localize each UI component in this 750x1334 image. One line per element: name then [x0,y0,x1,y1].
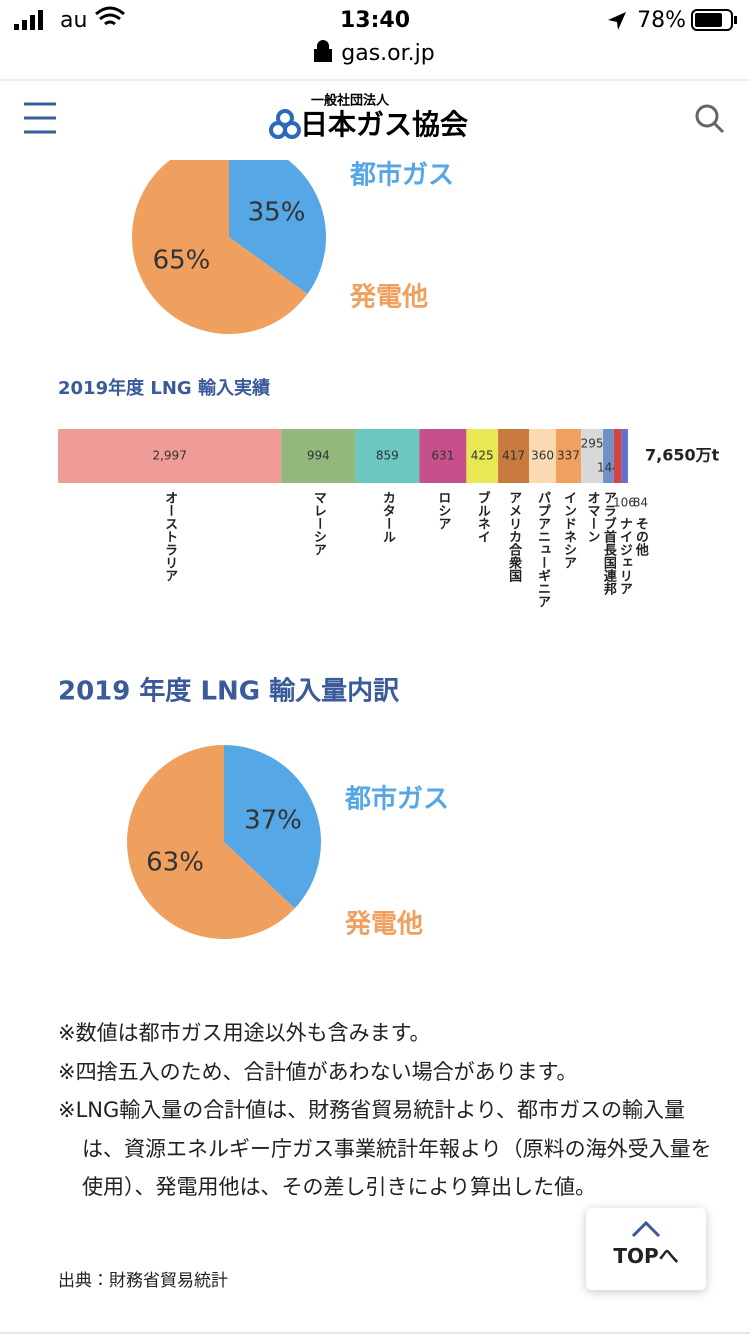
bar-value-label: 295 [581,437,604,451]
total-label: 7,650万t [645,446,720,465]
logo-subtitle: 一般社団法人 [311,93,390,109]
category-label: インドネシア [561,491,577,569]
bar-segment [613,429,622,483]
bar-segment [281,429,356,483]
wifi-icon [95,6,125,26]
category-label: アラブ首長国連邦 [601,491,617,596]
note: ※数値は都市ガス用途以外も含みます。 [58,1021,431,1045]
pie-slice [131,140,308,335]
bar-segment [419,429,467,483]
legend-label: 都市ガス [344,784,449,815]
clock: 13:40 [340,8,410,33]
bar-value-label: 631 [431,449,454,463]
logo[interactable]: 一般社団法人 日本ガス協会 [269,93,468,142]
bar-segment [529,429,556,483]
top-button-label: TOPへ [613,1244,679,1268]
pie-slice [224,745,321,909]
category-label: ブルネイ [475,490,491,543]
battery-level: 78% [637,8,686,33]
chevron-up [631,1220,661,1238]
bar-segment [603,429,614,483]
bar-segment [555,429,582,483]
category-label: その他 [633,517,650,557]
bar-value-label: 2,997 [152,449,186,463]
pie-value-label: 63% [146,848,204,878]
legend-label: 発電他 [344,910,423,940]
carrier: au [60,8,87,33]
notes: ※数値は都市ガス用途以外も含みます。 ※四捨五入のため、合計値があわない場合があり… [58,1014,718,1207]
bar-value-label: 417 [502,449,525,463]
bar-value-label: 859 [376,449,399,463]
bar-value-label: 360 [531,449,554,463]
pie-value-label: 37% [244,805,302,835]
location-icon [608,12,626,30]
category-label: オマーン [585,491,601,543]
search-button[interactable] [695,104,725,134]
bar-value-label: 337 [557,449,580,463]
bar-segment [581,429,604,483]
url: gas.or.jp [341,41,434,66]
pie-slice [126,745,295,940]
category-label: ロシア [435,491,450,530]
legend-label: 都市ガス [349,160,454,191]
content: 2019年度 LNG 輸入実績 2019 年度 LNG 輸入量内訳 35% 都市ガ… [58,140,720,940]
category-label: マレーシア [311,491,326,556]
pie-value-label: 35% [248,197,306,227]
bar-value-label: 84 [633,496,648,510]
logo-title: 日本ガス協会 [300,108,468,141]
pie-value-label: 65% [153,246,211,276]
bar-chart-title: 2019年度 LNG 輸入実績 [58,377,271,399]
note: ※LNG輸入量の合計値は、財務省貿易統計より、都市ガスの輸入量は、資源エネルギー… [58,1098,712,1199]
category-label: パプアニューギニア [535,491,551,608]
category-label: カタール [380,491,396,543]
bar-value-label: 994 [307,449,330,463]
category-label: オーストラリア [162,491,178,582]
bar-value-label: 425 [471,449,494,463]
source: 出典：財務省貿易統計 [58,1271,228,1291]
category-label: ナイジェリア [617,517,633,595]
battery-icon [691,9,737,31]
bar-segment [355,429,420,483]
signal-icon [14,10,43,30]
pie-slice [229,140,326,295]
menu-button[interactable] [24,102,56,134]
pie-title: 2019 年度 LNG 輸入量内訳 [58,676,399,707]
header: au 13:40 78% gas.or.jp 一般社団法人 日本ガス協会 [0,0,750,160]
lock-icon [314,40,332,62]
bar-segment [621,429,628,483]
bar-value-label: 106 [613,496,636,510]
legend-label: 発電他 [349,283,428,313]
bar-segment [58,429,282,483]
top-button[interactable]: TOPへ [586,1208,706,1290]
bar-segment [466,429,499,483]
bar-segment [498,429,530,483]
note: ※四捨五入のため、合計値があわない場合があります。 [58,1059,578,1084]
category-label: アメリカ合衆国 [506,491,523,583]
